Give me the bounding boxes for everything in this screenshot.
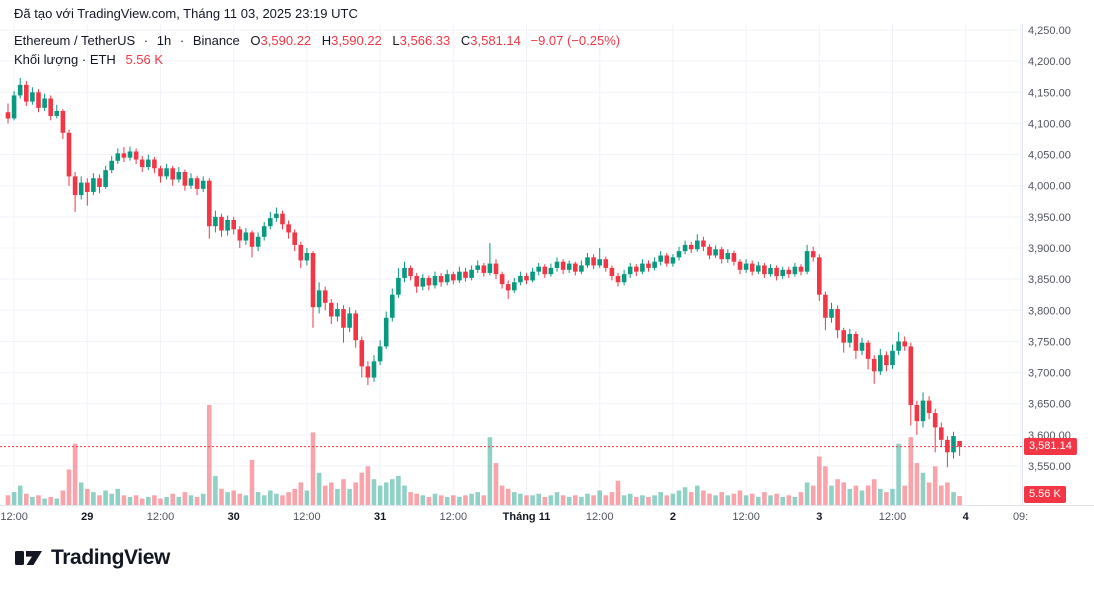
- svg-text:4: 4: [963, 511, 970, 523]
- svg-text:12:00: 12:00: [0, 511, 28, 523]
- svg-text:4,050.00: 4,050.00: [1028, 150, 1071, 162]
- svg-text:3,550.00: 3,550.00: [1028, 461, 1071, 473]
- svg-text:Tháng 11: Tháng 11: [503, 511, 551, 523]
- svg-text:3: 3: [816, 511, 822, 523]
- svg-text:12:00: 12:00: [586, 511, 614, 523]
- svg-text:2: 2: [670, 511, 676, 523]
- low-label: L: [392, 33, 400, 48]
- svg-text:12:00: 12:00: [440, 511, 468, 523]
- separator-dot: ·: [81, 52, 87, 67]
- svg-text:09:: 09:: [1013, 511, 1028, 523]
- volume-value: 5.56 K: [125, 52, 164, 67]
- tradingview-logo-icon: [15, 551, 42, 565]
- change-value: −9.07 (−0.25%): [530, 33, 621, 48]
- volume-label: Khối lượng: [14, 52, 79, 67]
- svg-text:31: 31: [374, 511, 386, 523]
- svg-text:12:00: 12:00: [879, 511, 907, 523]
- separator-dot: ·: [143, 33, 149, 48]
- svg-text:3,850.00: 3,850.00: [1028, 274, 1071, 286]
- svg-text:3,750.00: 3,750.00: [1028, 336, 1071, 348]
- svg-text:4,250.00: 4,250.00: [1028, 25, 1071, 37]
- svg-text:3,800.00: 3,800.00: [1028, 305, 1071, 317]
- interval-label: 1h: [156, 33, 172, 48]
- open-value: 3,590.22: [260, 33, 312, 48]
- svg-text:30: 30: [228, 511, 240, 523]
- close-label: C: [460, 33, 471, 48]
- created-with-line: Đã tạo với TradingView.com, Tháng 11 03,…: [14, 6, 358, 21]
- ohlc-values: O3,590.22 H3,590.22 L3,566.33 C3,581.14 …: [243, 33, 620, 48]
- open-label: O: [250, 33, 261, 48]
- svg-text:4,150.00: 4,150.00: [1028, 87, 1071, 99]
- svg-text:4,000.00: 4,000.00: [1028, 181, 1071, 193]
- volume-unit: ETH: [89, 52, 116, 67]
- exchange-label: Binance: [192, 33, 240, 48]
- svg-text:3,700.00: 3,700.00: [1028, 368, 1071, 380]
- symbol-legend: Ethereum / TetherUS · 1h · Binance O3,59…: [14, 33, 620, 48]
- svg-text:3,900.00: 3,900.00: [1028, 243, 1071, 255]
- high-label: H: [321, 33, 332, 48]
- svg-text:4,200.00: 4,200.00: [1028, 56, 1071, 68]
- svg-text:12:00: 12:00: [147, 511, 175, 523]
- separator-dot: ·: [179, 33, 185, 48]
- tradingview-logo[interactable]: TradingView: [14, 546, 170, 570]
- volume-legend: Khối lượng · ETH 5.56 K: [14, 52, 163, 67]
- svg-text:29: 29: [81, 511, 93, 523]
- svg-text:12:00: 12:00: [293, 511, 321, 523]
- svg-text:12:00: 12:00: [732, 511, 760, 523]
- svg-text:4,100.00: 4,100.00: [1028, 118, 1071, 130]
- svg-text:3,650.00: 3,650.00: [1028, 399, 1071, 411]
- last-price-badge: 3,581.14: [1024, 437, 1077, 455]
- close-value: 3,581.14: [470, 33, 521, 48]
- tradingview-logo-text: TradingView: [51, 546, 170, 569]
- high-value: 3,590.22: [331, 33, 382, 48]
- low-value: 3,566.33: [399, 33, 451, 48]
- symbol-title: Ethereum / TetherUS: [14, 33, 136, 48]
- volume-axis-badge: 5.56 K: [1024, 486, 1066, 503]
- svg-text:3,950.00: 3,950.00: [1028, 212, 1071, 224]
